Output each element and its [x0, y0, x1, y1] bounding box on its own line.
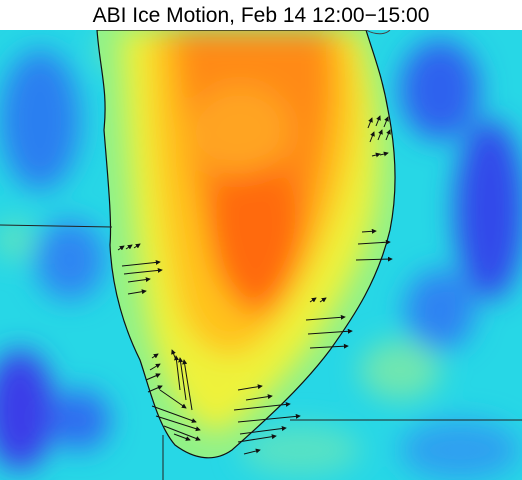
motion-vector [178, 357, 187, 401]
motion-vector [173, 433, 191, 441]
motion-vector [145, 373, 161, 381]
motion-vector [174, 355, 181, 391]
motion-vector [355, 256, 393, 262]
motion-vector [309, 343, 349, 349]
motion-vector [163, 425, 201, 441]
motion-vector [151, 353, 159, 359]
motion-vector [245, 394, 273, 401]
motion-vector [123, 267, 163, 275]
motion-vector [127, 289, 147, 295]
motion-vector [182, 359, 193, 411]
motion-vector [151, 405, 197, 423]
motion-vector [233, 401, 291, 411]
motion-vector [237, 413, 301, 423]
motion-vector [309, 297, 317, 303]
motion-vector [383, 116, 389, 128]
motion-vectors [117, 115, 393, 455]
motion-vector [237, 384, 263, 391]
motion-vector [375, 115, 381, 127]
motion-vector [377, 129, 383, 141]
motion-vector [357, 239, 391, 245]
motion-vector [361, 228, 377, 234]
background-texture [0, 30, 522, 480]
motion-vector [319, 297, 327, 303]
ice-motion-map [0, 30, 522, 480]
motion-vector [133, 243, 141, 249]
motion-vector [159, 389, 187, 409]
motion-vector [125, 244, 133, 250]
state-boundaries [0, 30, 522, 480]
motion-vector [369, 131, 375, 143]
map-title: ABI Ice Motion, Feb 14 12:00−15:00 [92, 4, 430, 27]
motion-vector [117, 245, 125, 251]
motion-vector [149, 363, 161, 371]
motion-vector [305, 314, 346, 321]
motion-vector [367, 117, 373, 129]
motion-vector [147, 385, 163, 393]
motion-vector [121, 259, 161, 267]
motion-vector [127, 277, 151, 283]
motion-vector [385, 129, 391, 141]
motion-vector [371, 152, 381, 158]
motion-vector [237, 434, 277, 443]
lake [97, 30, 396, 458]
motion-vector [243, 448, 261, 455]
motion-vector [239, 426, 287, 435]
motion-vector [379, 151, 389, 157]
motion-vector [155, 415, 201, 432]
motion-vector [307, 328, 353, 335]
